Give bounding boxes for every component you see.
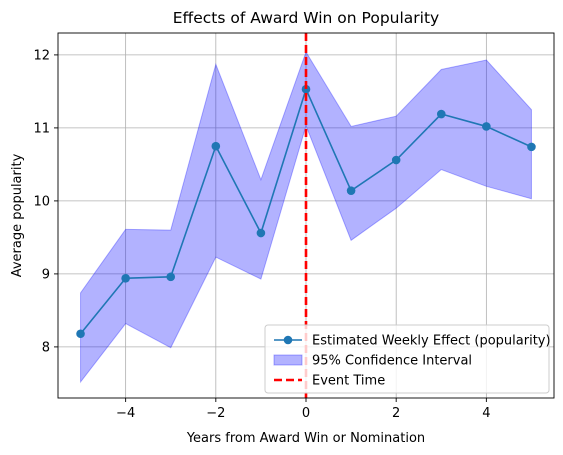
y-tick-label: 11 [33, 121, 50, 136]
legend-entries: Estimated Weekly Effect (popularity) 95% … [273, 334, 551, 389]
legend-band-handle [273, 354, 303, 366]
effect-point [391, 155, 401, 165]
legend-label: Event Time [312, 374, 385, 389]
legend-box [264, 324, 550, 394]
y-tick-label: 9 [42, 267, 50, 282]
x-tick-label: 2 [392, 406, 400, 421]
x-axis-label: Years from Award Win or Nomination [186, 431, 425, 446]
effect-point [301, 84, 311, 94]
effect-point [527, 142, 536, 152]
effect-point [256, 228, 266, 238]
legend-marker-handle [283, 335, 293, 345]
effect-point [482, 122, 491, 131]
y-axis-label: Average popularity [10, 153, 25, 277]
effect-point [76, 329, 85, 339]
effect-point [211, 141, 221, 151]
confidence-band-layer [80, 50, 532, 384]
effect-point [346, 186, 356, 195]
y-tick-label: 12 [33, 48, 50, 63]
effect-point [166, 272, 176, 282]
ticks-layer: −4 −2 0 2 4 8 9 10 11 12 [33, 48, 490, 421]
legend: Estimated Weekly Effect (popularity) 95% … [264, 324, 551, 394]
chart-title: Effects of Award Win on Popularity [173, 9, 439, 27]
confidence-band [80, 50, 532, 384]
series-line-layer [76, 84, 536, 339]
x-tick-label: −2 [206, 406, 225, 421]
legend-label: Estimated Weekly Effect (popularity) [312, 334, 551, 349]
x-tick-label: −4 [116, 406, 135, 421]
effect-point [121, 273, 130, 283]
x-tick-label: 4 [482, 406, 490, 421]
legend-label: 95% Confidence Interval [312, 354, 472, 369]
y-tick-label: 8 [42, 340, 50, 355]
x-tick-label: 0 [302, 406, 310, 421]
y-tick-label: 10 [33, 194, 50, 209]
effect-point [436, 109, 446, 119]
